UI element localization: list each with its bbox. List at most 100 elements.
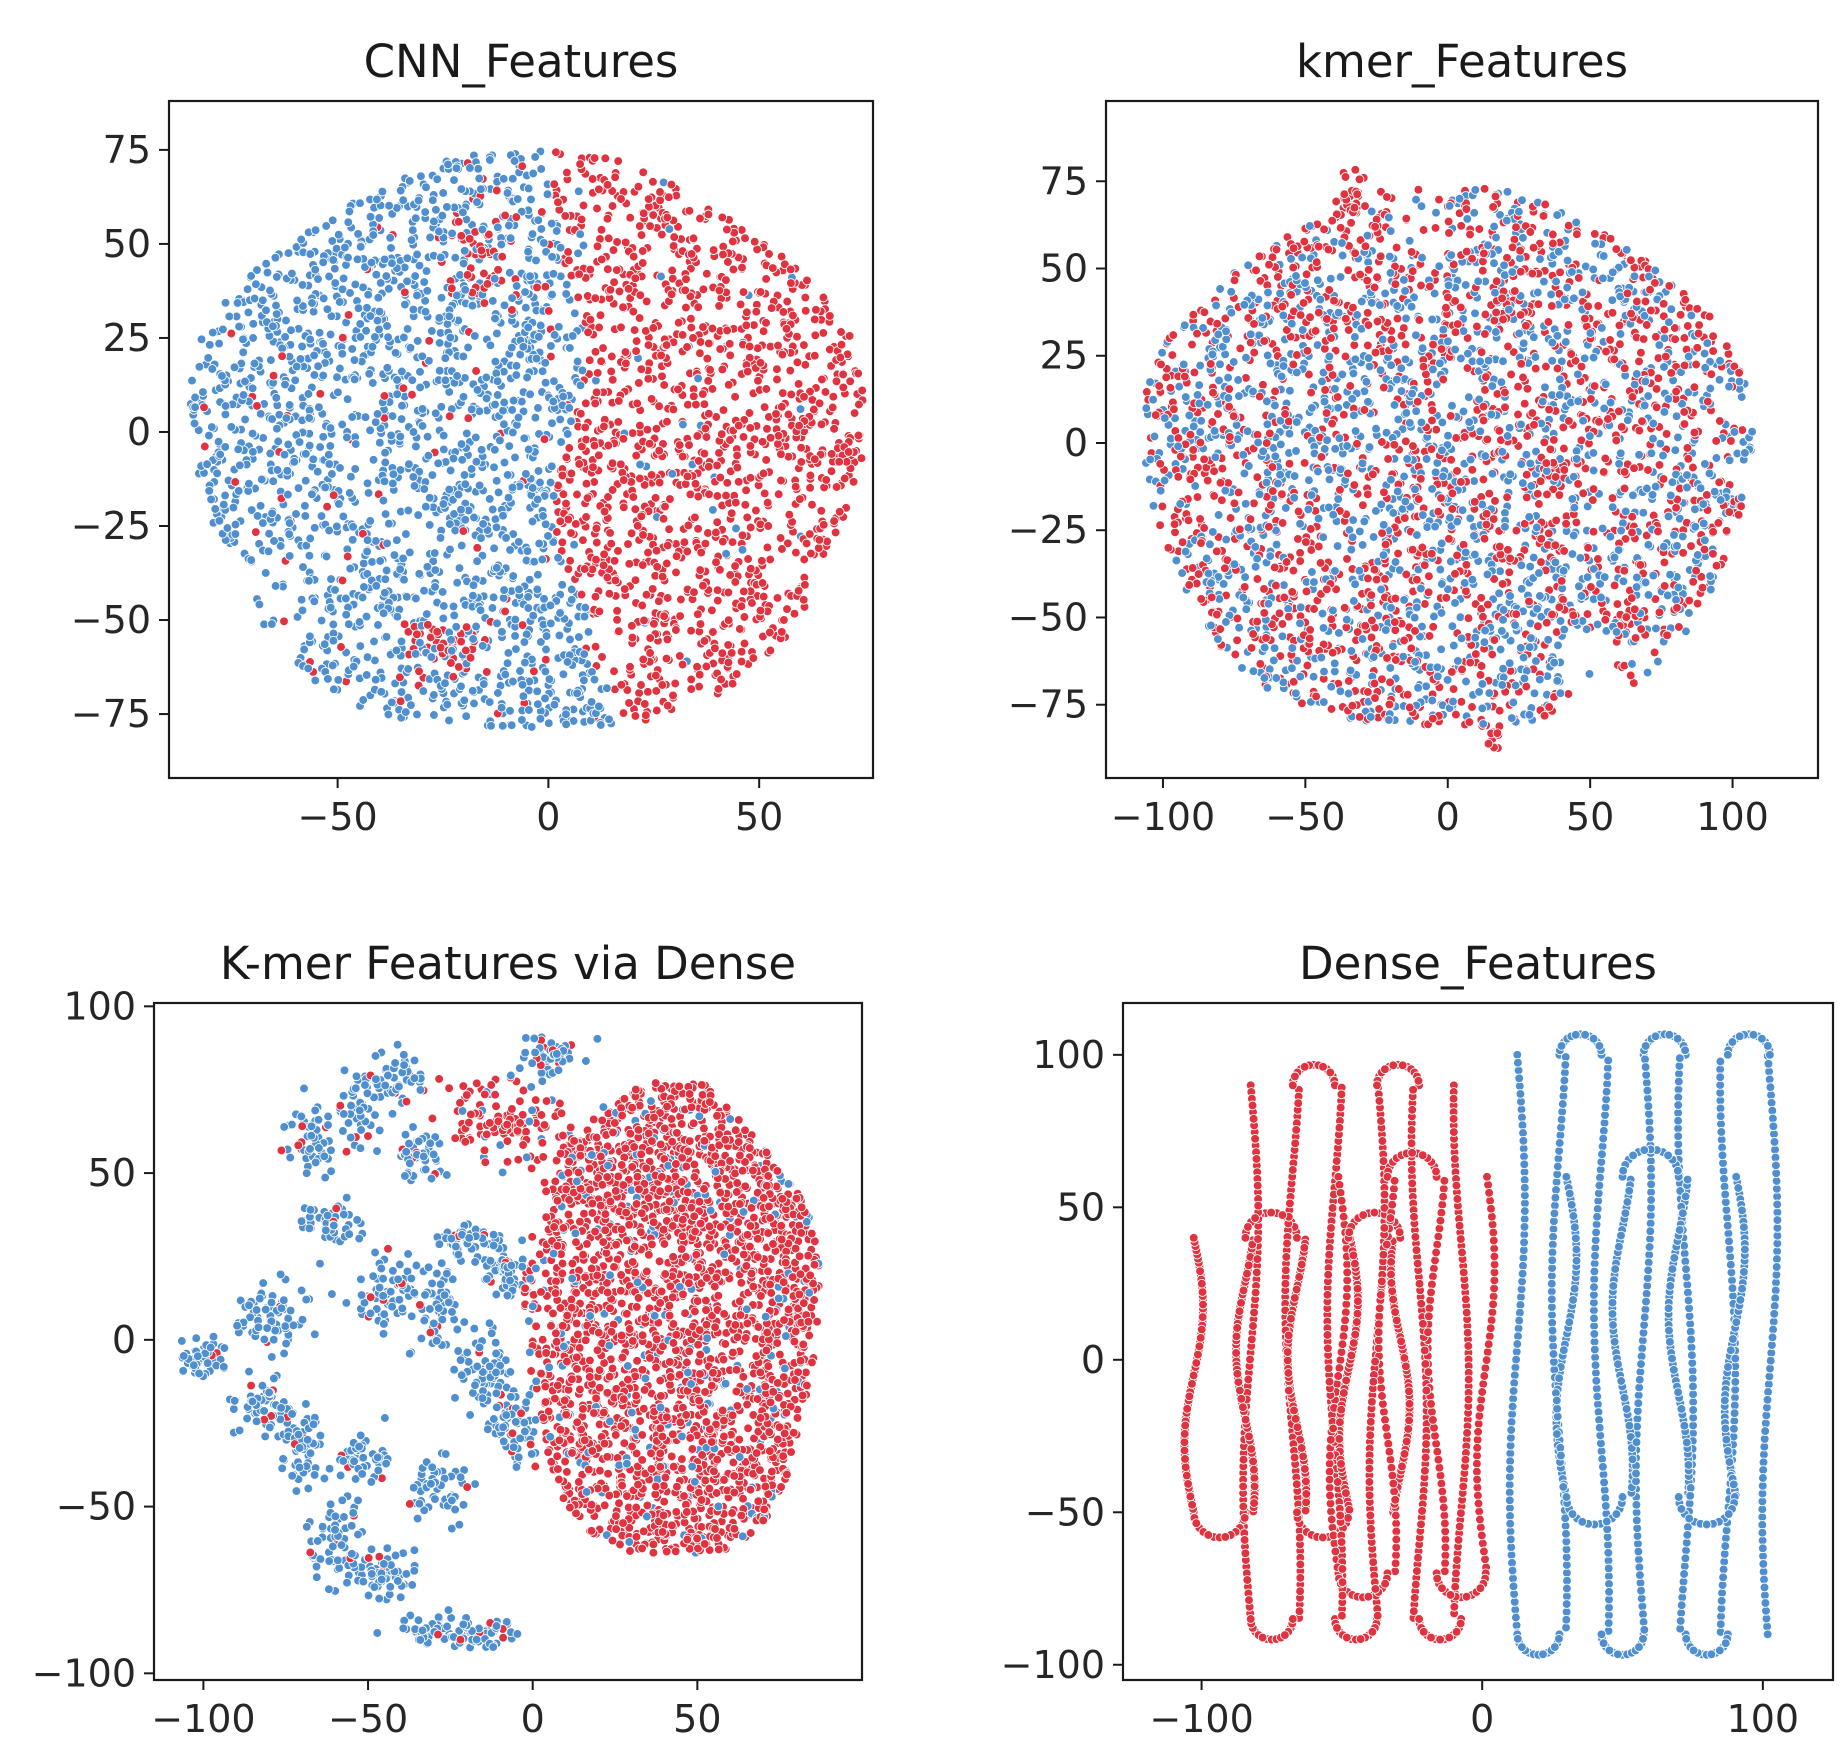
scatter-points [1141, 164, 1757, 753]
scatter-point-blue [533, 215, 544, 226]
scatter-point-red [818, 328, 829, 338]
scatter-point-red [755, 519, 766, 530]
scatter-point-blue [548, 268, 559, 279]
scatter-point-blue [496, 702, 507, 713]
scatter-point-red [553, 197, 563, 208]
scatter-point-red [611, 265, 622, 275]
scatter-point-blue [373, 620, 383, 630]
scatter-point-blue [594, 701, 604, 712]
scatter-point-red [671, 567, 681, 578]
scatter-point-blue [296, 594, 307, 605]
scatter-point-red [373, 489, 384, 500]
scatter-point-red [1428, 621, 1439, 632]
scatter-point-blue [1470, 308, 1480, 319]
scatter-point-blue [363, 289, 374, 300]
scatter-point-blue [460, 514, 471, 525]
scatter-point-red [644, 438, 655, 449]
scatter-point-red [1177, 537, 1188, 548]
scatter-point-blue [543, 718, 554, 729]
scatter-point-red [699, 399, 710, 410]
scatter-point-red [279, 616, 289, 627]
scatter-point-blue [424, 492, 435, 503]
scatter-point-blue [265, 448, 276, 459]
scatter-point-red [1343, 676, 1354, 686]
scatter-point-blue [492, 618, 502, 629]
scatter-point-blue [234, 460, 245, 471]
scatter-point-blue [206, 422, 217, 432]
scatter-point-blue [506, 342, 517, 353]
scatter-point-blue [334, 499, 344, 509]
scatter-point-blue [472, 197, 482, 207]
scatter-point-blue [566, 416, 576, 427]
scatter-point-red [822, 536, 832, 547]
scatter-point-blue [449, 175, 459, 185]
scatter-point-blue [409, 481, 420, 491]
scatter-point-blue [375, 556, 386, 566]
scatter-point-blue [534, 538, 545, 549]
scatter-point-blue [412, 290, 422, 301]
scatter-point-red [555, 516, 566, 527]
scatter-point-red [395, 696, 406, 707]
scatter-point-blue [365, 211, 376, 222]
scatter-point-red [609, 666, 619, 677]
scatter-point-red [682, 471, 693, 482]
scatter-point-blue [382, 362, 393, 373]
scatter-point-red [722, 325, 732, 336]
scatter-point-blue [310, 675, 321, 686]
scatter-point-red [693, 456, 704, 466]
scatter-point-red [609, 555, 620, 566]
scatter-point-blue [335, 363, 345, 374]
scatter-point-blue [1329, 236, 1340, 247]
scatter-point-red [623, 539, 633, 549]
scatter-point-red [563, 514, 574, 525]
scatter-point-blue [304, 550, 315, 561]
scatter-point-blue [434, 365, 445, 376]
scatter-point-red [464, 233, 475, 244]
scatter-point-red [718, 249, 728, 260]
scatter-point-blue [387, 411, 398, 421]
scatter-point-red [199, 441, 210, 452]
scatter-point-blue [555, 608, 565, 618]
scatter-point-red [730, 497, 741, 508]
scatter-point-red [804, 529, 815, 539]
scatter-point-blue [396, 414, 407, 424]
scatter-point-blue [210, 504, 221, 514]
scatter-point-blue [264, 528, 274, 539]
scatter-point-blue [523, 592, 533, 602]
scatter-point-red [591, 537, 602, 548]
scatter-point-red [704, 489, 714, 500]
scatter-point-blue [531, 353, 542, 364]
scatter-point-red [1634, 356, 1644, 367]
scatter-point-blue [271, 309, 282, 319]
scatter-point-red [1539, 437, 1550, 448]
scatter-point-blue [204, 485, 215, 496]
scatter-point-red [710, 643, 720, 654]
scatter-point-red [676, 594, 686, 605]
scatter-point-blue [503, 492, 514, 503]
scatter-point-blue [451, 621, 462, 632]
y-tick-label: −75 [71, 692, 151, 736]
scatter-point-blue [460, 284, 471, 295]
scatter-point-blue [433, 458, 444, 469]
scatter-point-red [826, 449, 837, 459]
scatter-point-blue [540, 357, 551, 368]
scatter-point-blue [350, 279, 361, 290]
scatter-point-red [773, 439, 783, 449]
scatter-point-blue [456, 540, 467, 551]
scatter-point-blue [284, 551, 295, 561]
scatter-point-red [607, 374, 618, 385]
scatter-point-red [765, 554, 776, 565]
scatter-point-blue [468, 580, 479, 591]
scatter-point-red [646, 394, 657, 404]
scatter-point-blue [304, 575, 314, 586]
scatter-point-blue [527, 229, 538, 239]
scatter-point-blue [537, 554, 548, 565]
scatter-point-blue [1363, 396, 1373, 407]
scatter-point-red [691, 399, 701, 410]
scatter-point-blue [502, 658, 513, 669]
scatter-point-red [682, 342, 692, 352]
scatter-point-red [751, 306, 762, 317]
scatter-point-blue [291, 361, 302, 372]
scatter-point-blue [412, 709, 422, 720]
